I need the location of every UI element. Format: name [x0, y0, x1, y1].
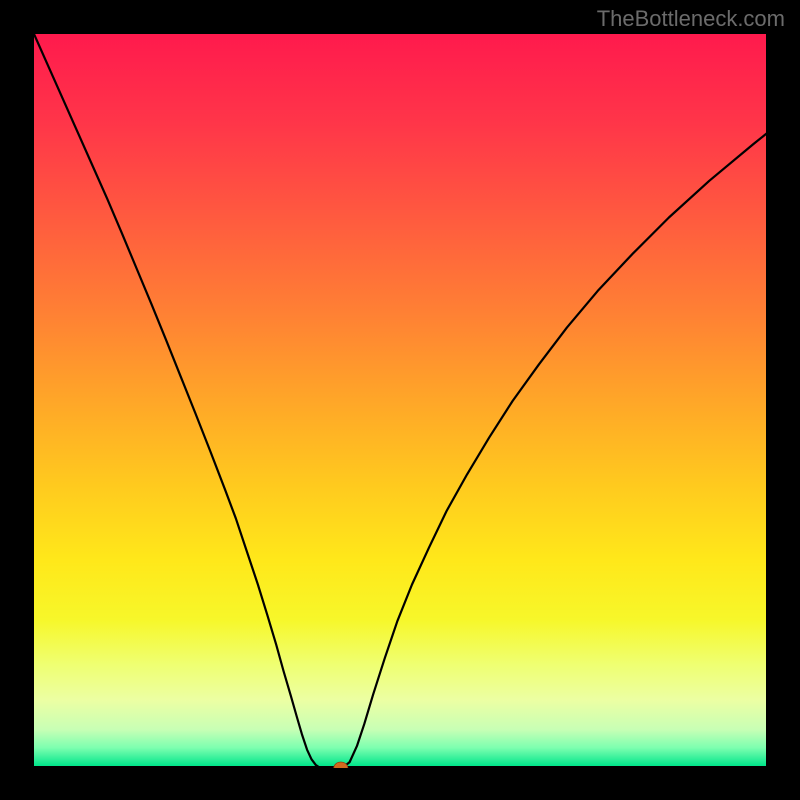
- watermark-text: TheBottleneck.com: [597, 6, 785, 32]
- chart-container: TheBottleneck.com: [0, 0, 800, 800]
- plot-frame: [33, 33, 767, 767]
- plot-background-gradient: [34, 34, 766, 766]
